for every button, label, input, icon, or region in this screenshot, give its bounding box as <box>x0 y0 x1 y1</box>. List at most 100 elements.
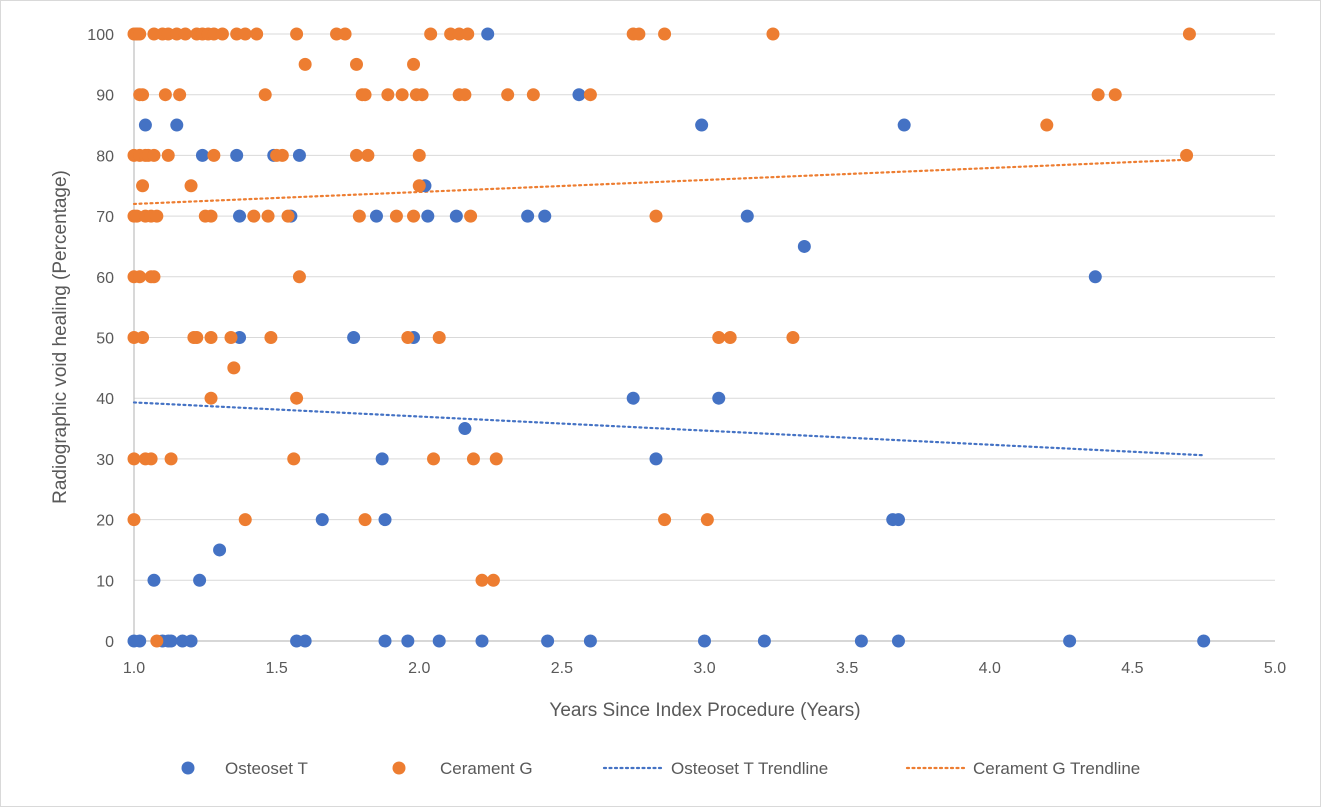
y-tick-labels: 0 10 20 30 40 50 60 70 80 90 100 <box>87 27 114 651</box>
data-point-osteoset-t <box>712 391 726 405</box>
data-point-osteoset-t <box>233 209 247 223</box>
data-point-osteoset-t <box>698 634 711 648</box>
data-point-cerament-g <box>287 452 301 466</box>
data-point-cerament-g <box>475 573 489 587</box>
legend: Osteoset T Cerament G Osteoset T Trendline… <box>181 759 1140 778</box>
data-point-cerament-g <box>147 270 161 284</box>
x-tick-label: 2.0 <box>408 660 430 677</box>
data-point-osteoset-t <box>138 118 152 132</box>
data-point-cerament-g <box>275 148 289 162</box>
data-point-osteoset-t <box>897 118 911 132</box>
data-point-osteoset-t <box>133 634 147 648</box>
y-tick-label: 60 <box>96 270 114 287</box>
data-point-cerament-g <box>238 513 252 527</box>
data-point-cerament-g <box>147 148 161 162</box>
data-point-osteoset-t <box>421 209 435 223</box>
x-tick-label: 3.0 <box>693 660 715 677</box>
data-point-osteoset-t <box>369 209 383 223</box>
legend-osteoset-t-trendline: Osteoset T Trendline <box>602 759 828 778</box>
data-point-osteoset-t <box>1063 634 1077 648</box>
data-point-cerament-g <box>427 452 441 466</box>
data-point-cerament-g <box>250 27 264 41</box>
data-point-cerament-g <box>290 391 304 405</box>
data-point-cerament-g <box>136 179 150 193</box>
x-tick-label: 4.0 <box>979 660 1001 677</box>
data-point-cerament-g <box>412 179 426 193</box>
data-point-cerament-g <box>415 88 429 102</box>
data-point-osteoset-t <box>432 634 446 648</box>
data-point-cerament-g <box>227 361 241 375</box>
legend-cerament-g-label: Cerament G <box>440 759 533 778</box>
data-point-osteoset-t <box>521 209 535 223</box>
data-point-osteoset-t <box>292 148 306 162</box>
data-point-cerament-g <box>658 27 672 41</box>
data-point-osteoset-t <box>541 634 555 648</box>
data-point-osteoset-t <box>401 634 415 648</box>
data-point-osteoset-t <box>649 452 663 466</box>
data-point-cerament-g <box>700 513 714 527</box>
data-point-cerament-g <box>133 270 147 284</box>
x-tick-label: 1.0 <box>123 660 145 677</box>
data-point-osteoset-t <box>147 573 161 587</box>
data-point-cerament-g <box>127 452 141 466</box>
data-point-osteoset-t <box>458 422 472 436</box>
y-tick-label: 10 <box>96 573 114 590</box>
x-tick-label: 4.5 <box>1121 660 1143 677</box>
data-point-cerament-g <box>526 88 540 102</box>
data-point-cerament-g <box>1108 88 1122 102</box>
data-point-osteoset-t <box>854 634 868 648</box>
data-point-cerament-g <box>501 88 515 102</box>
data-point-osteoset-t <box>378 634 392 648</box>
trendline-cerament-g <box>132 158 1191 206</box>
data-point-cerament-g <box>723 331 737 344</box>
data-point-osteoset-t <box>449 209 463 223</box>
data-point-cerament-g <box>461 27 475 41</box>
data-point-cerament-g <box>281 209 295 223</box>
data-point-cerament-g <box>290 27 304 41</box>
y-tick-label: 0 <box>105 634 114 651</box>
data-point-osteoset-t <box>170 118 184 132</box>
y-tick-label: 80 <box>96 148 114 165</box>
data-point-osteoset-t <box>213 543 227 557</box>
y-tick-label: 50 <box>96 331 114 348</box>
data-point-cerament-g <box>424 27 438 41</box>
y-tick-label: 30 <box>96 452 114 469</box>
data-point-osteoset-t <box>891 513 905 527</box>
data-point-cerament-g <box>144 452 158 466</box>
data-point-osteoset-t <box>164 634 178 648</box>
data-point-cerament-g <box>127 513 141 527</box>
legend-osteoset-t: Osteoset T <box>181 759 308 778</box>
data-point-cerament-g <box>150 209 164 223</box>
x-axis-title: Years Since Index Procedure (Years) <box>549 700 860 721</box>
data-point-cerament-g <box>766 27 780 41</box>
data-point-cerament-g <box>261 209 275 223</box>
data-point-cerament-g <box>407 57 421 71</box>
data-point-cerament-g <box>464 209 478 223</box>
y-tick-label: 20 <box>96 513 114 530</box>
data-point-cerament-g <box>412 148 426 162</box>
data-point-cerament-g <box>136 88 150 102</box>
data-point-cerament-g <box>358 513 372 527</box>
data-point-osteoset-t <box>347 331 361 344</box>
data-point-cerament-g <box>361 148 375 162</box>
trendlines <box>132 158 1205 457</box>
data-point-osteoset-t <box>538 209 552 223</box>
data-point-cerament-g <box>215 27 229 41</box>
data-point-cerament-g <box>381 88 395 102</box>
data-point-cerament-g <box>712 331 726 344</box>
legend-cerament-g-marker <box>392 761 406 775</box>
data-point-cerament-g <box>1180 148 1194 162</box>
data-point-cerament-g <box>292 270 306 284</box>
data-point-osteoset-t <box>1197 634 1211 648</box>
legend-osteoset-t-trendline-label: Osteoset T Trendline <box>671 759 828 778</box>
data-point-cerament-g <box>204 209 218 223</box>
data-point-cerament-g <box>224 331 238 344</box>
data-point-cerament-g <box>632 27 646 41</box>
data-point-osteoset-t <box>572 88 586 102</box>
data-point-osteoset-t <box>626 391 640 405</box>
data-point-cerament-g <box>204 391 218 405</box>
legend-cerament-g-trendline-label: Cerament G Trendline <box>973 759 1140 778</box>
data-point-cerament-g <box>136 331 150 344</box>
data-point-osteoset-t <box>193 573 207 587</box>
y-axis-title: Radiographic void healing (Percentage) <box>50 170 71 504</box>
